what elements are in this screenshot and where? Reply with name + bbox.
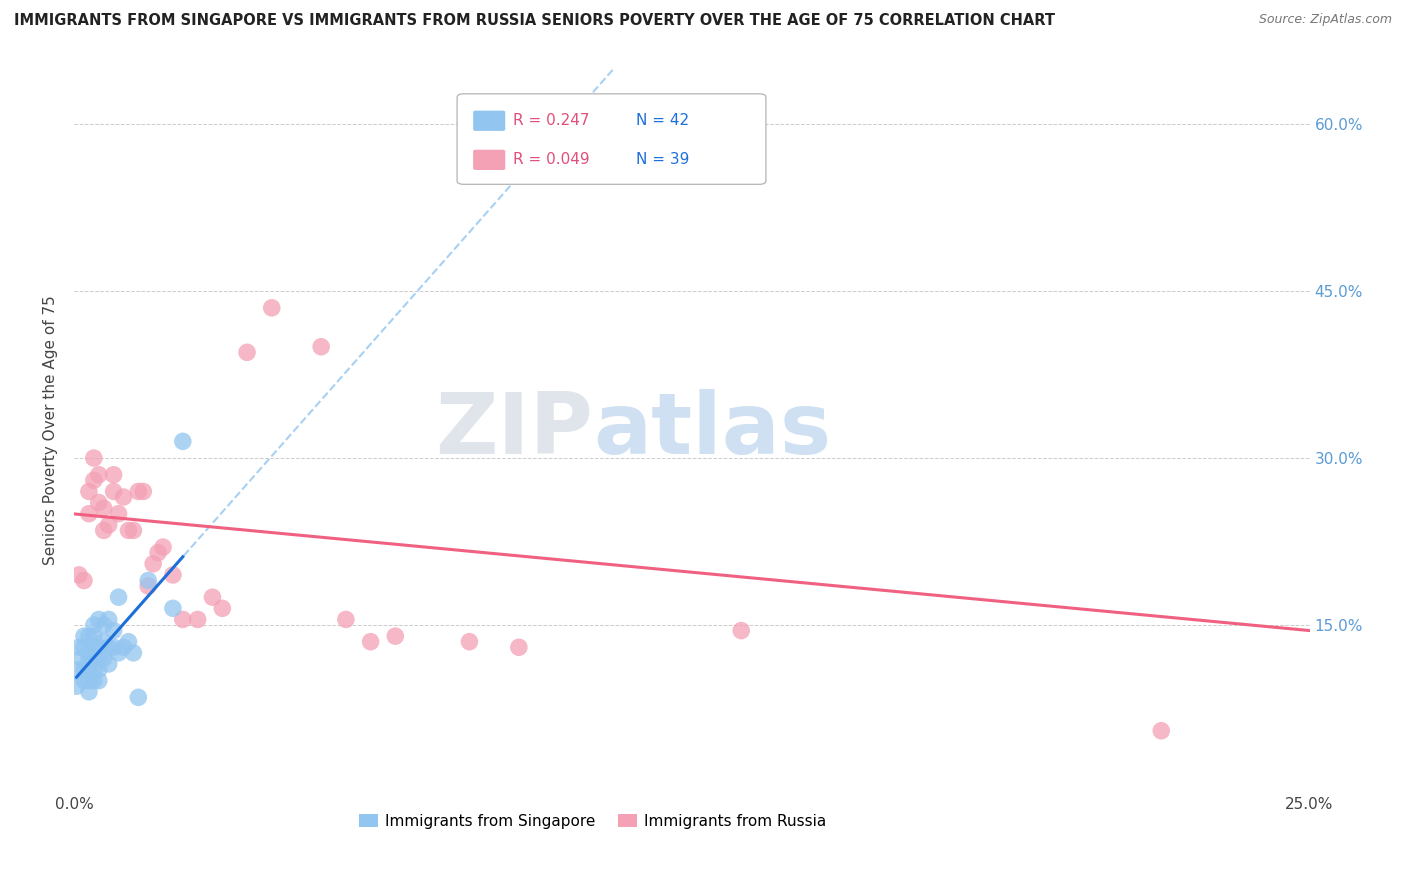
- Point: [87, 640, 110, 655]
- Point: [103, 624, 125, 638]
- Point: [93, 501, 115, 516]
- Point: [127, 484, 149, 499]
- Point: [211, 601, 233, 615]
- Y-axis label: Seniors Poverty Over the Age of 75: Seniors Poverty Over the Age of 75: [44, 295, 58, 566]
- Point: [67, 663, 90, 677]
- Point: [77, 507, 100, 521]
- Point: [201, 590, 224, 604]
- Point: [83, 663, 105, 677]
- Point: [93, 634, 115, 648]
- Point: [103, 484, 125, 499]
- Point: [97, 657, 120, 671]
- Point: [187, 612, 209, 626]
- FancyBboxPatch shape: [474, 150, 505, 170]
- Point: [93, 651, 115, 665]
- Point: [67, 568, 90, 582]
- Point: [83, 673, 105, 688]
- Point: [152, 540, 174, 554]
- Point: [103, 640, 125, 655]
- Point: [87, 495, 110, 509]
- Point: [162, 568, 184, 582]
- Point: [87, 673, 110, 688]
- Point: [136, 579, 159, 593]
- Point: [97, 612, 120, 626]
- Point: [93, 524, 115, 538]
- Point: [65, 679, 87, 693]
- Text: R = 0.247: R = 0.247: [513, 113, 589, 128]
- Point: [73, 574, 96, 588]
- Point: [87, 467, 110, 482]
- Point: [122, 646, 145, 660]
- Point: [83, 640, 105, 655]
- Point: [122, 524, 145, 538]
- Legend: Immigrants from Singapore, Immigrants from Russia: Immigrants from Singapore, Immigrants fr…: [353, 807, 832, 835]
- Point: [335, 612, 357, 626]
- Point: [67, 640, 90, 655]
- Point: [87, 612, 110, 626]
- Point: [83, 629, 105, 643]
- Point: [136, 574, 159, 588]
- Point: [87, 663, 110, 677]
- Point: [83, 473, 105, 487]
- Point: [142, 557, 165, 571]
- Point: [93, 618, 115, 632]
- Point: [107, 646, 129, 660]
- Point: [97, 640, 120, 655]
- Text: N = 39: N = 39: [636, 153, 689, 168]
- Point: [127, 690, 149, 705]
- Point: [77, 651, 100, 665]
- Point: [117, 524, 139, 538]
- Point: [730, 624, 752, 638]
- Point: [77, 484, 100, 499]
- FancyBboxPatch shape: [457, 94, 766, 185]
- Point: [172, 612, 194, 626]
- Point: [107, 507, 129, 521]
- Point: [77, 629, 100, 643]
- Text: R = 0.049: R = 0.049: [513, 153, 589, 168]
- Point: [132, 484, 155, 499]
- Text: ZIP: ZIP: [436, 389, 593, 472]
- Point: [73, 663, 96, 677]
- Point: [77, 685, 100, 699]
- Point: [360, 634, 382, 648]
- FancyBboxPatch shape: [474, 111, 505, 131]
- Point: [87, 651, 110, 665]
- Text: Source: ZipAtlas.com: Source: ZipAtlas.com: [1258, 13, 1392, 27]
- Point: [77, 646, 100, 660]
- Point: [83, 651, 105, 665]
- Point: [117, 634, 139, 648]
- Point: [77, 663, 100, 677]
- Point: [112, 640, 135, 655]
- Point: [83, 618, 105, 632]
- Point: [508, 640, 530, 655]
- Point: [73, 673, 96, 688]
- Point: [146, 546, 169, 560]
- Text: N = 42: N = 42: [636, 113, 689, 128]
- Point: [70, 651, 93, 665]
- Point: [103, 467, 125, 482]
- Point: [77, 673, 100, 688]
- Text: IMMIGRANTS FROM SINGAPORE VS IMMIGRANTS FROM RUSSIA SENIORS POVERTY OVER THE AGE: IMMIGRANTS FROM SINGAPORE VS IMMIGRANTS …: [14, 13, 1054, 29]
- Point: [260, 301, 283, 315]
- Point: [73, 640, 96, 655]
- Point: [112, 490, 135, 504]
- Point: [1150, 723, 1173, 738]
- Point: [107, 590, 129, 604]
- Point: [97, 517, 120, 532]
- Point: [309, 340, 332, 354]
- Point: [384, 629, 406, 643]
- Point: [83, 451, 105, 466]
- Point: [172, 434, 194, 449]
- Point: [655, 145, 678, 159]
- Point: [236, 345, 259, 359]
- Point: [458, 634, 481, 648]
- Point: [162, 601, 184, 615]
- Text: atlas: atlas: [593, 389, 831, 472]
- Point: [73, 629, 96, 643]
